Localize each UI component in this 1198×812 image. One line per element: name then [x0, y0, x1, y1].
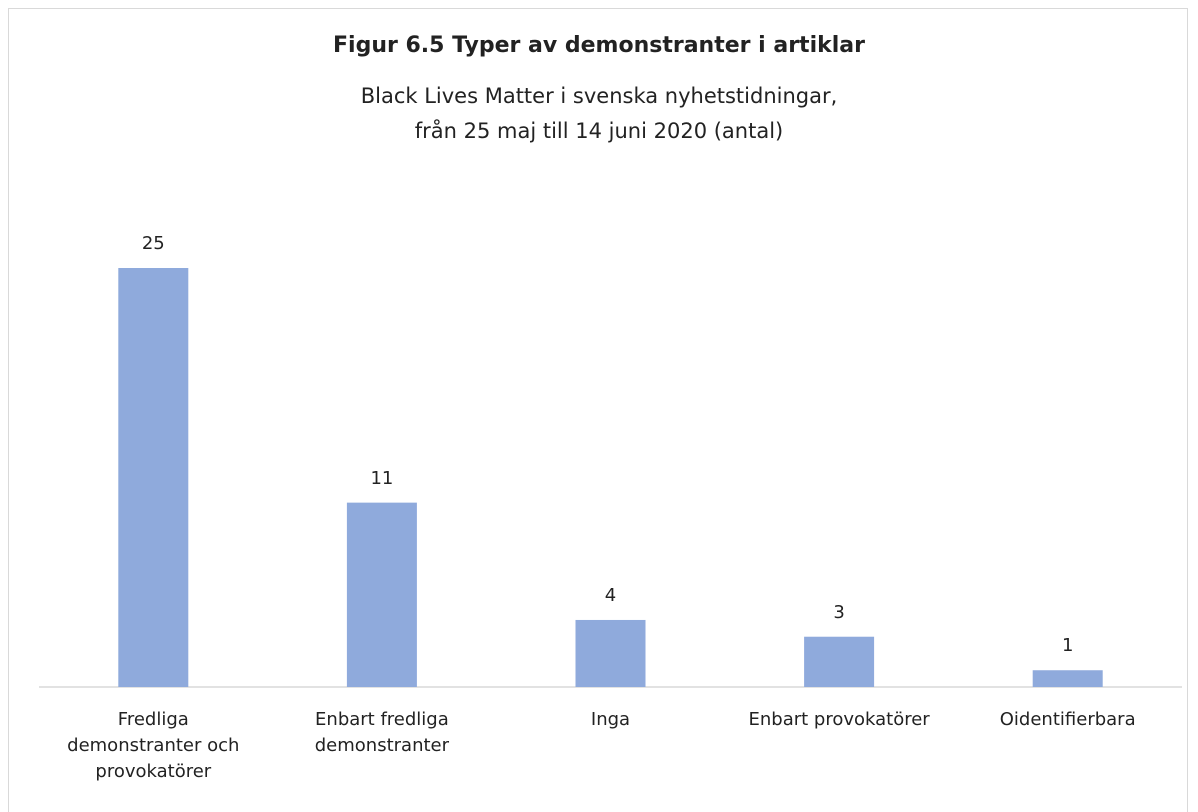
- x-tick-label: Enbart fredliga demonstranter: [314, 709, 450, 756]
- data-label: 1: [1061, 635, 1074, 657]
- x-tick-label: Oidentifierbara: [999, 709, 1136, 730]
- data-label: 4: [604, 584, 617, 606]
- data-label: 3: [833, 601, 845, 623]
- x-tick-label: Fredliga demonstranter och provokatörer: [67, 709, 240, 782]
- bar: [804, 636, 875, 687]
- bar: [118, 268, 189, 687]
- bar: [346, 502, 417, 687]
- bar: [1032, 670, 1103, 687]
- x-tick-label: Inga: [590, 709, 631, 730]
- bar: [575, 619, 646, 687]
- chart-frame: [8, 8, 1188, 812]
- chart-subtitle: från 25 maj till 14 juni 2020 (antal): [414, 119, 784, 143]
- chart-subtitle: Black Lives Matter i svenska nyhetstidni…: [360, 84, 838, 108]
- chart-title: Figur 6.5 Typer av demonstranter i artik…: [333, 33, 865, 58]
- data-label: 25: [141, 233, 165, 254]
- x-tick-label: Enbart provokatörer: [748, 709, 930, 730]
- data-label: 11: [370, 467, 394, 489]
